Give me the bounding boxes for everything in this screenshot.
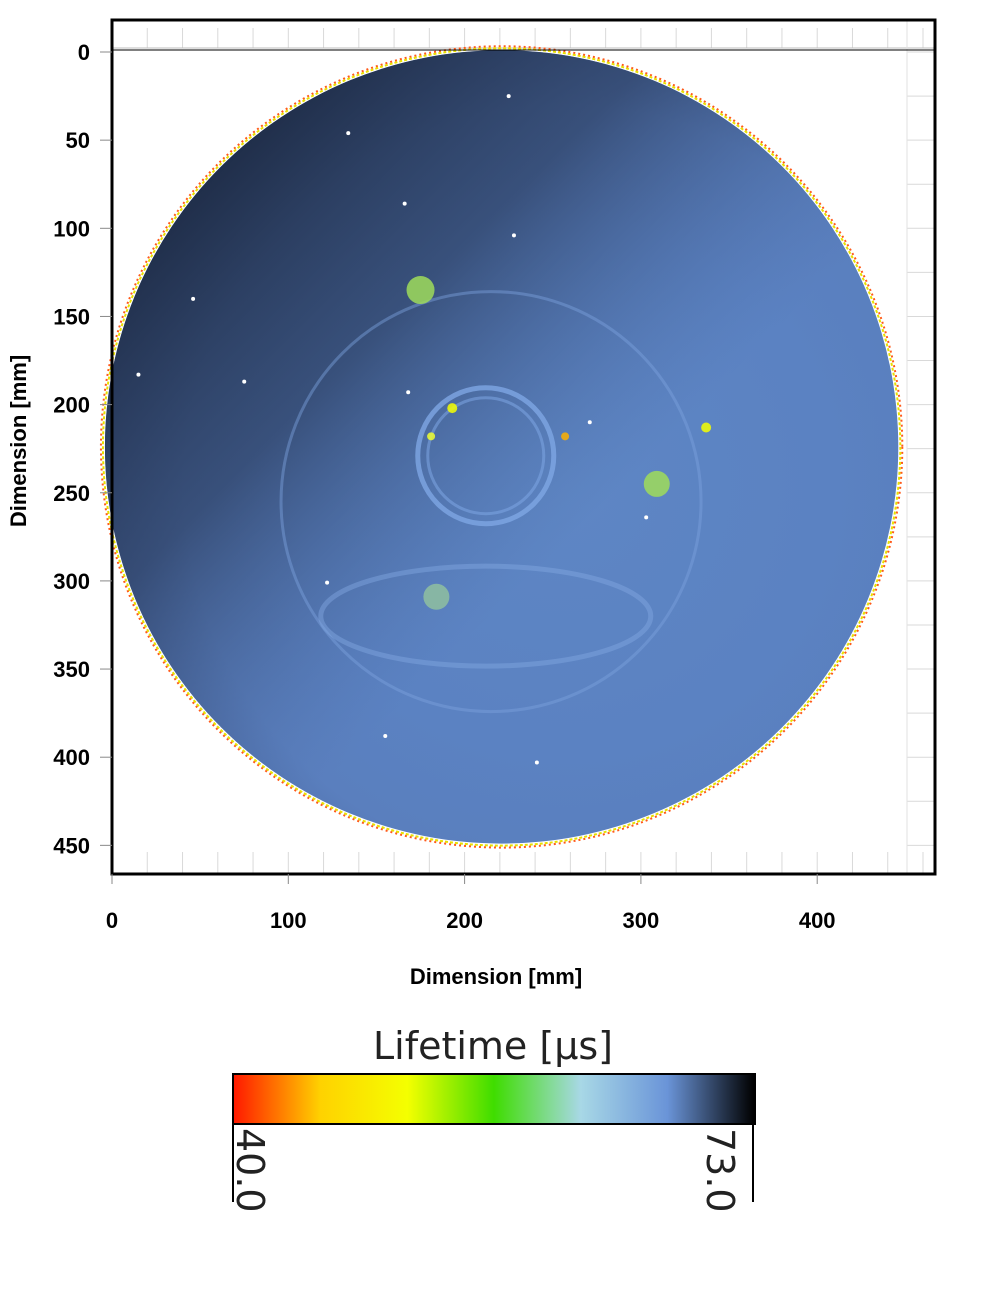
colorbar-tick-frame <box>232 1120 754 1202</box>
lower-arc <box>318 563 654 669</box>
defect-spot <box>427 432 436 441</box>
defect-spot <box>701 422 712 433</box>
wafer-edge-red <box>99 45 904 849</box>
speckle <box>506 94 511 99</box>
outer-ring <box>279 290 703 714</box>
defect-spot <box>561 432 570 441</box>
y-tick-label: 150 <box>53 304 90 329</box>
wafer-dark-region <box>104 50 899 844</box>
speckle <box>406 390 411 395</box>
speckle <box>587 420 592 425</box>
x-tick-label: 400 <box>799 908 836 933</box>
y-tick-label: 200 <box>53 393 90 418</box>
speckle <box>644 515 649 520</box>
x-tick-label: 300 <box>623 908 660 933</box>
x-tick-label: 200 <box>446 908 483 933</box>
speckle <box>242 379 247 384</box>
y-tick-label: 350 <box>53 657 90 682</box>
defect-spot <box>406 276 435 305</box>
x-axis-title: Dimension [mm] <box>410 964 582 989</box>
defect-spot <box>643 470 670 497</box>
y-tick-label: 50 <box>66 128 90 153</box>
speckle <box>191 296 196 301</box>
colorbar-gradient <box>232 1073 756 1125</box>
speckle <box>136 372 141 377</box>
defect-spot <box>423 583 450 610</box>
speckle <box>534 760 539 765</box>
y-tick-label: 400 <box>53 745 90 770</box>
speckle <box>346 131 351 136</box>
defect-spot <box>447 403 458 414</box>
colorbar-title: Lifetime [µs] <box>372 1024 614 1068</box>
y-tick-label: 0 <box>78 40 90 65</box>
colorbar-max-label: 73.0 <box>698 1128 742 1213</box>
colorbar-min-label: 40.0 <box>228 1128 272 1213</box>
center-ring-inner <box>426 396 546 516</box>
speckle <box>383 734 388 739</box>
center-ring <box>415 385 557 527</box>
x-tick-label: 0 <box>106 908 118 933</box>
y-tick-label: 100 <box>53 216 90 241</box>
y-tick-label: 250 <box>53 481 90 506</box>
speckle <box>511 233 516 238</box>
y-axis-title: Dimension [mm] <box>6 355 31 527</box>
y-tick-label: 300 <box>53 569 90 594</box>
speckle <box>402 201 407 206</box>
x-tick-label: 100 <box>270 908 307 933</box>
grid-lines <box>111 20 935 874</box>
wafer-edge-yellow <box>101 47 902 847</box>
speckle <box>325 580 330 585</box>
plot-frame <box>110 18 937 876</box>
y-tick-label: 450 <box>53 833 90 858</box>
